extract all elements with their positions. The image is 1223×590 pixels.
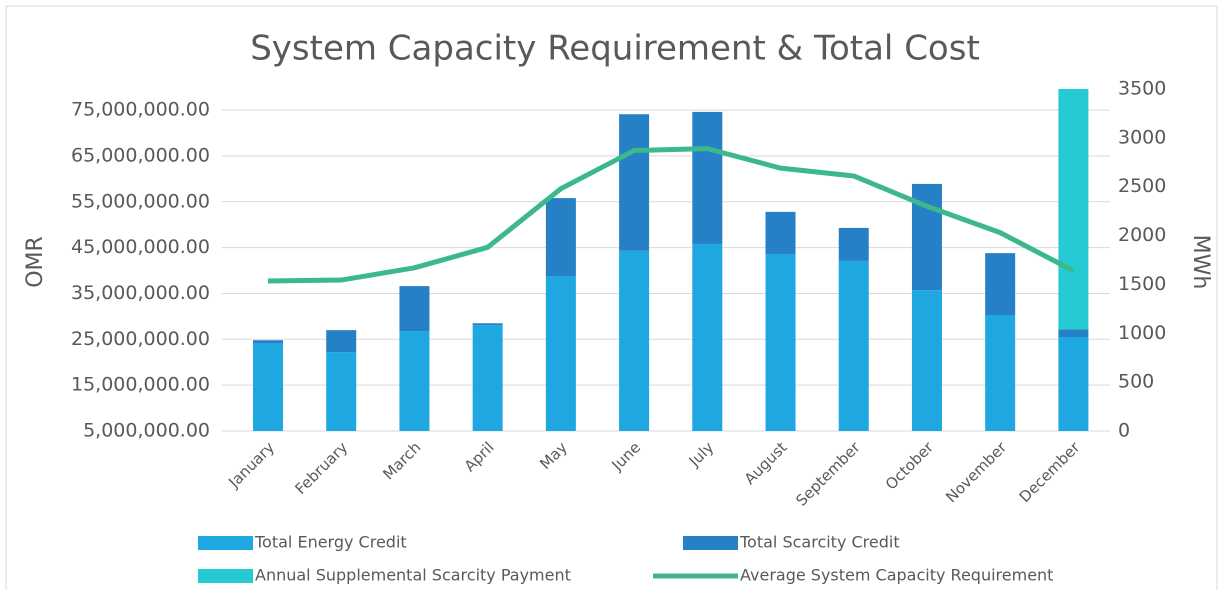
x-tick-label: November (942, 438, 1010, 506)
bar (985, 253, 1016, 316)
y2-tick-label: 3500 (1118, 78, 1166, 100)
bar (545, 198, 576, 277)
y-tick-label: 65,000,000.00 (71, 144, 210, 166)
bar (692, 243, 723, 431)
x-tick-label: December (1016, 438, 1084, 506)
bar (326, 330, 357, 353)
y2-tick-label: 0 (1118, 420, 1130, 442)
bar (399, 331, 430, 431)
x-tick-label: July (685, 438, 718, 471)
bar (985, 315, 1016, 431)
bar (1058, 89, 1089, 330)
y2-tick-label: 2000 (1118, 224, 1166, 246)
y2-tick-label: 3000 (1118, 126, 1166, 148)
x-tick-label: October (882, 438, 938, 494)
legend-label: Average System Capacity Requirement (740, 566, 1053, 585)
x-tick-label: May (536, 438, 571, 473)
y2-tick-label: 2500 (1118, 175, 1166, 197)
legend-swatch (198, 569, 253, 583)
legend-swatch (198, 536, 253, 550)
bar (545, 276, 576, 431)
bar (399, 286, 430, 332)
x-tick-label: March (379, 438, 424, 483)
bar (838, 260, 869, 431)
chart-title: System Capacity Requirement & Total Cost (250, 29, 980, 69)
line (267, 146, 1075, 284)
y2-tick-label: 1000 (1118, 322, 1166, 344)
y-tick-label: 75,000,000.00 (71, 99, 210, 121)
legend-swatch (683, 536, 738, 550)
bar (692, 111, 723, 244)
y-axis-title: OMR (23, 236, 48, 288)
bar (1058, 337, 1089, 431)
y2-tick-label: 500 (1118, 371, 1154, 393)
bar (619, 114, 650, 251)
bar (765, 211, 796, 255)
bar (619, 250, 650, 431)
x-tick-label: August (741, 438, 791, 488)
x-tick-label: January (224, 438, 278, 492)
y-tick-label: 25,000,000.00 (71, 328, 210, 350)
y-tick-label: 5,000,000.00 (83, 420, 210, 442)
chart-border (5, 5, 1218, 590)
bar (838, 227, 869, 261)
y2-tick-label: 1500 (1118, 273, 1166, 295)
x-tick-label: April (461, 438, 498, 475)
bar (472, 323, 503, 326)
bar (253, 340, 284, 343)
bar (253, 342, 284, 431)
bar (765, 254, 796, 431)
legend-label: Annual Supplemental Scarcity Payment (255, 566, 571, 585)
y-tick-label: 45,000,000.00 (71, 236, 210, 258)
x-tick-label: February (292, 438, 352, 498)
y2-axis-title: MWh (1188, 235, 1213, 290)
bar (1058, 329, 1089, 338)
x-tick-label: September (792, 438, 864, 510)
y-tick-label: 55,000,000.00 (71, 190, 210, 212)
bar (911, 290, 942, 431)
bar (326, 352, 357, 431)
legend-label: Total Energy Credit (254, 533, 407, 552)
legend-label: Total Scarcity Credit (739, 533, 900, 552)
y-tick-label: 35,000,000.00 (71, 282, 210, 304)
bar (472, 325, 503, 431)
y-tick-label: 15,000,000.00 (71, 374, 210, 396)
x-tick-label: June (608, 438, 645, 475)
